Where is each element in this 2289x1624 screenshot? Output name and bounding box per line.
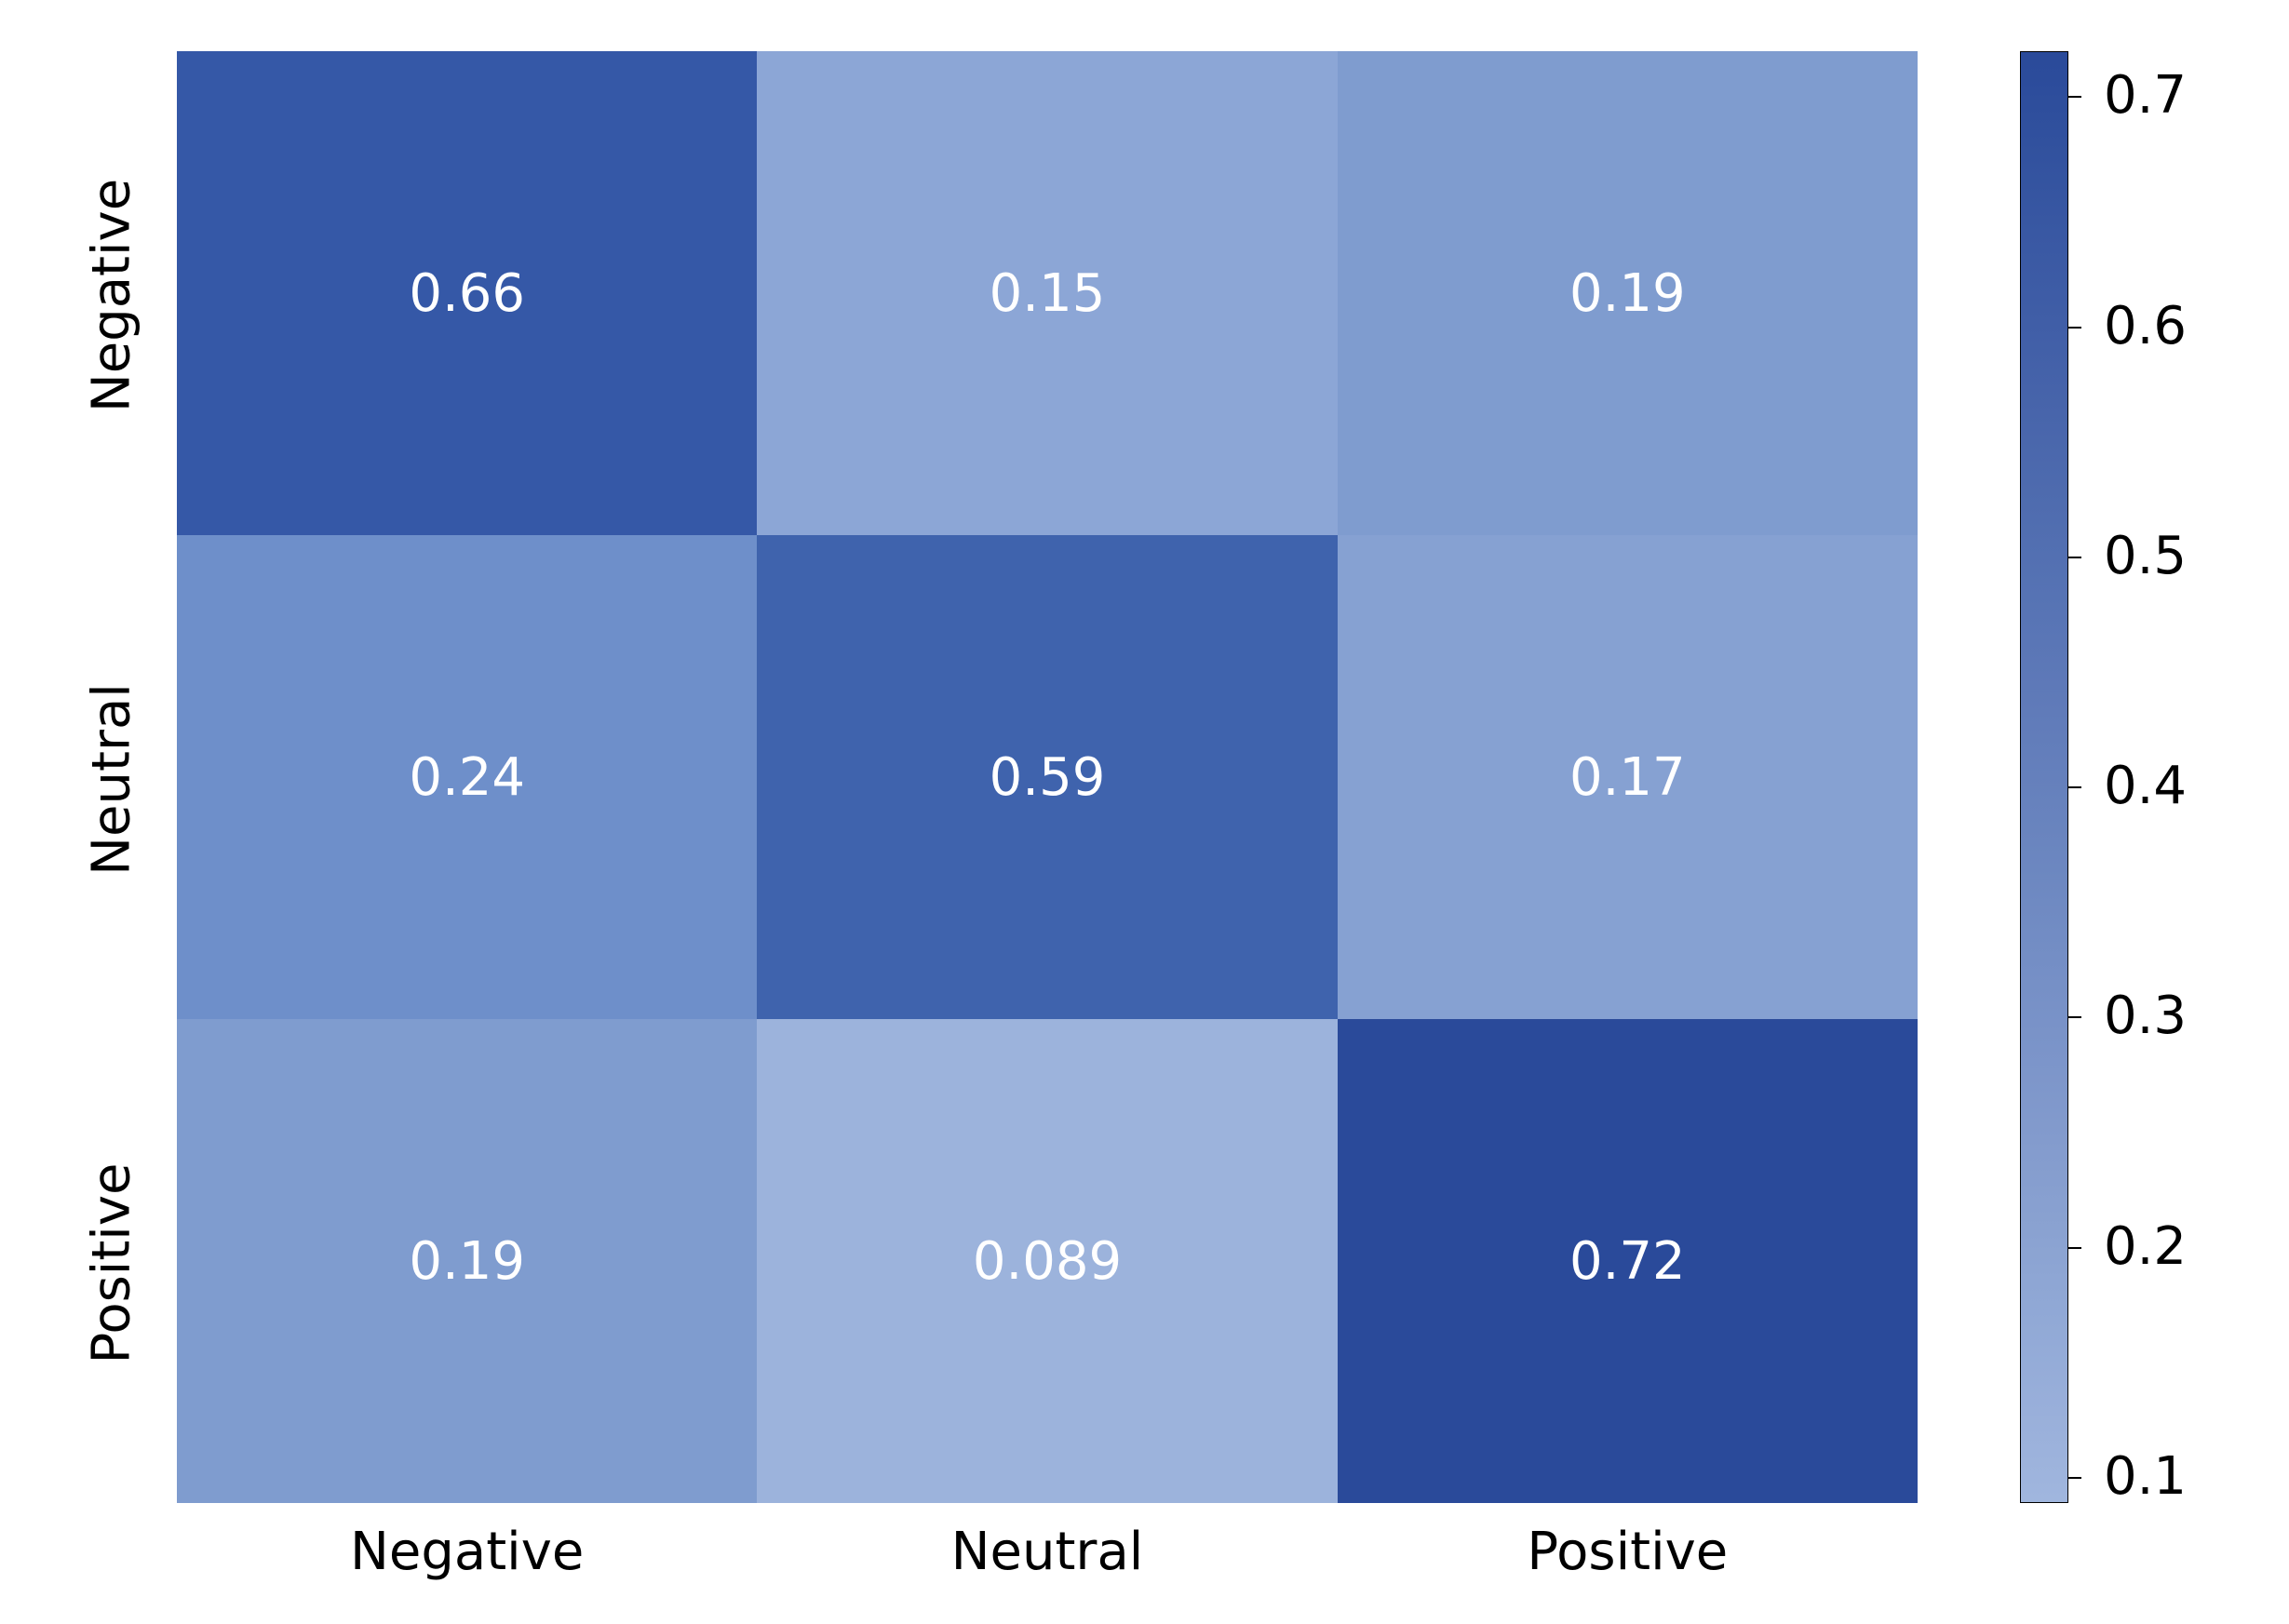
colorbar xyxy=(2020,51,2068,1503)
heatmap-cell: 0.66 xyxy=(177,51,757,535)
heatmap-cell: 0.59 xyxy=(757,535,1337,1019)
colorbar-tick-mark xyxy=(2068,557,2081,558)
colorbar-tick-label: 0.3 xyxy=(2104,986,2187,1046)
cell-value: 0.72 xyxy=(1569,1231,1686,1292)
cell-value: 0.66 xyxy=(409,263,525,324)
heatmap-cell: 0.17 xyxy=(1338,535,1918,1019)
y-axis-label: Positive xyxy=(82,1022,142,1506)
colorbar-tick-label: 0.1 xyxy=(2104,1446,2187,1507)
cell-value: 0.17 xyxy=(1569,747,1686,808)
heatmap-cell: 0.089 xyxy=(757,1019,1337,1503)
cell-value: 0.19 xyxy=(1569,263,1686,324)
colorbar-tick xyxy=(2068,1016,2081,1018)
colorbar-tick-label: 0.6 xyxy=(2104,296,2187,356)
y-axis-label: Neutral xyxy=(82,538,142,1022)
colorbar-tick xyxy=(2068,557,2081,558)
x-axis-label: Negative xyxy=(177,1522,757,1582)
heatmap-cell: 0.15 xyxy=(757,51,1337,535)
colorbar-tick xyxy=(2068,96,2081,98)
colorbar-tick xyxy=(2068,1477,2081,1479)
heatmap-cell: 0.19 xyxy=(177,1019,757,1503)
cell-value: 0.59 xyxy=(990,747,1106,808)
colorbar-tick-mark xyxy=(2068,1247,2081,1249)
colorbar-tick-label: 0.2 xyxy=(2104,1216,2187,1277)
cell-value: 0.15 xyxy=(990,263,1106,324)
colorbar-tick xyxy=(2068,786,2081,788)
cell-value: 0.24 xyxy=(409,747,525,808)
heatmap-cell: 0.24 xyxy=(177,535,757,1019)
colorbar-tick xyxy=(2068,1247,2081,1249)
colorbar-tick-mark xyxy=(2068,1016,2081,1018)
heatmap-cell: 0.72 xyxy=(1338,1019,1918,1503)
cell-value: 0.089 xyxy=(973,1231,1122,1292)
heatmap-grid: 0.66 0.15 0.19 0.24 0.59 0.17 0.19 0.089 0.72 xyxy=(177,51,1918,1503)
colorbar-tick xyxy=(2068,327,2081,329)
x-axis-label: Neutral xyxy=(757,1522,1337,1582)
cell-value: 0.19 xyxy=(409,1231,525,1292)
colorbar-tick-label: 0.7 xyxy=(2104,65,2187,126)
colorbar-tick-mark xyxy=(2068,1477,2081,1479)
y-axis-label: Negative xyxy=(82,54,142,538)
colorbar-tick-mark xyxy=(2068,786,2081,788)
colorbar-tick-mark xyxy=(2068,96,2081,98)
colorbar-tick-label: 0.5 xyxy=(2104,526,2187,586)
colorbar-tick-mark xyxy=(2068,327,2081,329)
heatmap-plot: 0.66 0.15 0.19 0.24 0.59 0.17 0.19 0.089 0.72 xyxy=(177,51,1918,1503)
x-axis-label: Positive xyxy=(1338,1522,1918,1582)
heatmap-cell: 0.19 xyxy=(1338,51,1918,535)
colorbar-tick-label: 0.4 xyxy=(2104,756,2187,816)
